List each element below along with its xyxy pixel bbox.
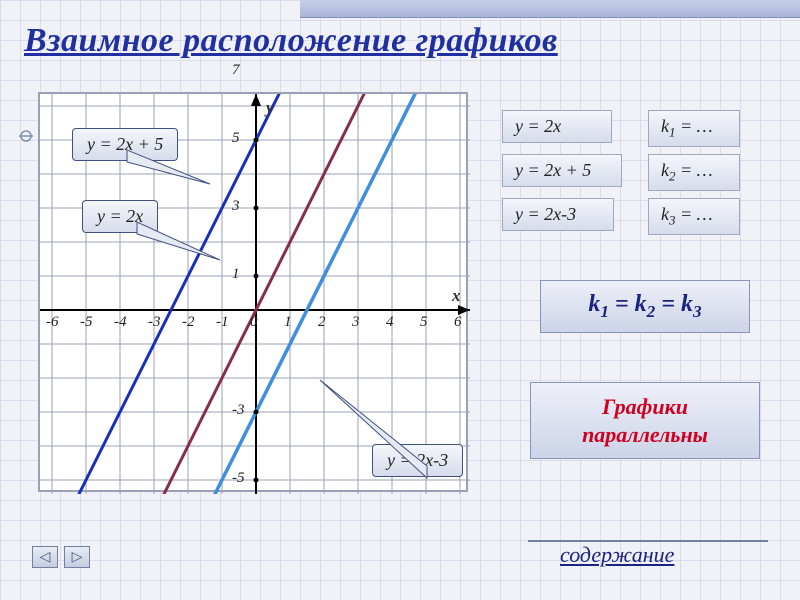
- callout-pointers: [0, 0, 800, 600]
